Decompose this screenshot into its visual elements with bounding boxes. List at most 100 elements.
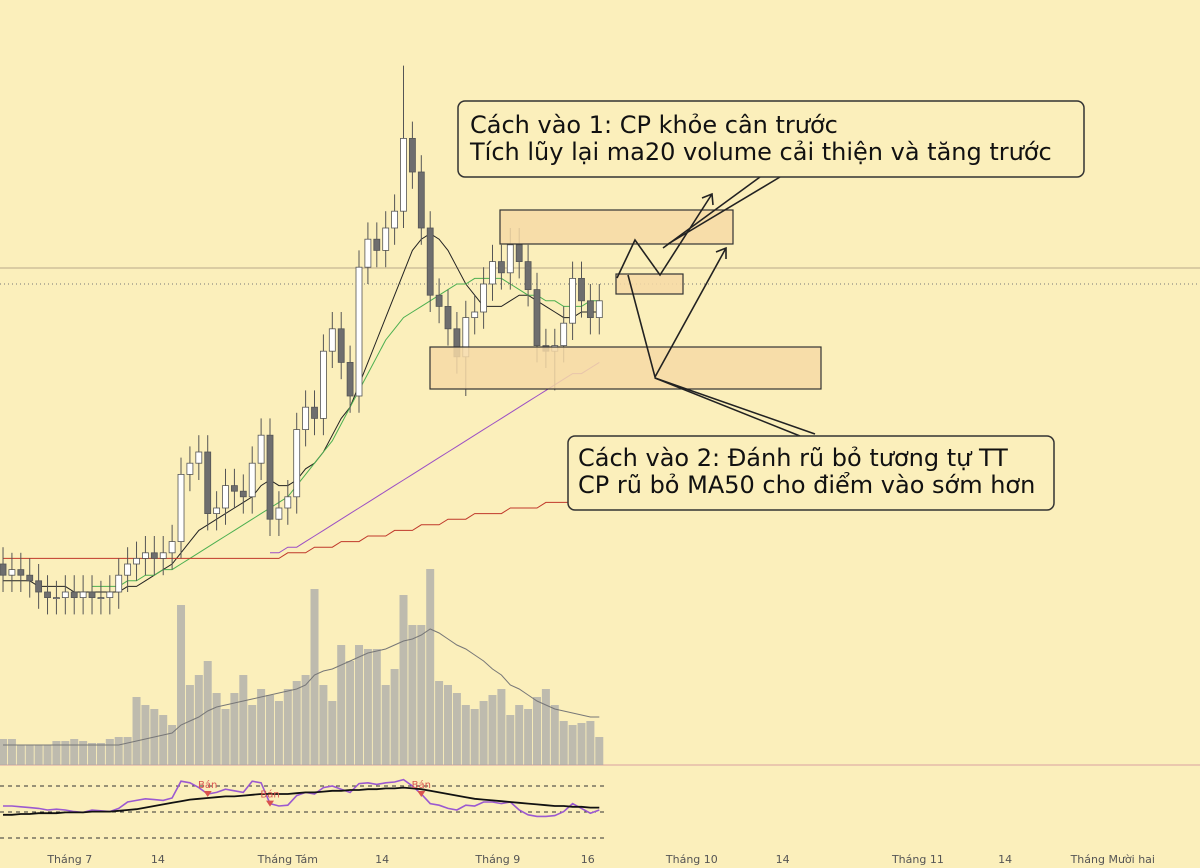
candle-body — [79, 591, 87, 598]
candle-body — [61, 591, 69, 598]
volume-bar — [568, 725, 577, 765]
annotation: Cách vào 1: CP khỏe cân trước — [470, 111, 838, 139]
volume-bar — [96, 743, 105, 765]
candle-body — [53, 597, 60, 599]
x-tick-label: 14 — [998, 853, 1012, 866]
candle-body — [578, 277, 585, 302]
moving-average — [3, 233, 600, 593]
x-tick-label: Tháng 11 — [891, 853, 944, 866]
volume-bar — [257, 689, 266, 765]
volume-bar — [443, 685, 452, 765]
signal-label: Bán — [260, 789, 279, 801]
candle-body — [124, 563, 132, 576]
candle-body — [275, 507, 283, 520]
x-tick-label: Tháng 7 — [46, 853, 92, 866]
candle-body — [97, 597, 105, 599]
candle-body — [186, 462, 194, 475]
volume-bar — [203, 661, 212, 765]
volume-bar — [417, 625, 426, 765]
volume-bar — [390, 669, 399, 765]
candle-body — [524, 261, 532, 291]
candle-body — [391, 210, 399, 229]
candle-body — [266, 434, 274, 520]
candle-body — [26, 574, 34, 582]
volume-bar — [363, 649, 372, 765]
candle-body — [586, 300, 594, 318]
volume-bar — [497, 689, 506, 765]
volume-bar — [141, 705, 150, 765]
candle-body — [195, 451, 203, 464]
candle-body — [497, 261, 505, 274]
candle-body — [320, 350, 327, 419]
candle-body — [231, 485, 238, 492]
volume-bar — [355, 645, 364, 765]
volume-bar — [194, 675, 203, 765]
volume-bar — [114, 737, 123, 765]
volume-bar — [328, 701, 337, 765]
arrow-path — [616, 193, 713, 279]
volume-bar — [132, 697, 141, 765]
arrow-head — [715, 246, 727, 259]
volume-bar — [470, 709, 479, 765]
candle-body — [364, 238, 372, 268]
volume-bar — [283, 689, 292, 765]
candle-body — [515, 244, 523, 263]
volume-bar — [524, 709, 533, 765]
callout-line — [654, 377, 801, 437]
annotation: Cách vào 2: Đánh rũ bỏ tương tự TT — [578, 444, 1008, 472]
candle-body — [311, 406, 318, 419]
x-tick-label: 14 — [375, 853, 389, 866]
candle-body — [426, 227, 434, 296]
signal-label: Bán — [198, 779, 217, 791]
zone — [499, 209, 734, 245]
candle-body — [88, 591, 96, 598]
candle-body — [257, 434, 265, 464]
volume-bar — [337, 645, 346, 765]
volume-bar — [16, 745, 25, 765]
candle-body — [168, 541, 176, 554]
volume-bar — [586, 721, 595, 765]
candle-body — [150, 552, 158, 559]
volume-bar — [532, 697, 541, 765]
arrows — [616, 176, 816, 437]
volume-bar — [88, 743, 97, 765]
volume-bar — [239, 675, 248, 765]
volume-bar — [274, 701, 283, 765]
candle-body — [337, 328, 345, 363]
volume-bar — [506, 715, 515, 765]
volume-bar — [550, 705, 559, 765]
zones — [429, 209, 822, 390]
candle-body — [506, 244, 514, 274]
zone — [429, 346, 822, 390]
volume-bar — [266, 695, 275, 765]
rsi-signal — [3, 786, 600, 816]
candle-body — [213, 507, 221, 514]
volume-bar — [301, 675, 310, 765]
candle-body — [248, 462, 256, 498]
volume-bar — [426, 569, 435, 765]
volume-bar — [488, 695, 497, 765]
volume-bar — [408, 625, 417, 765]
candle-body — [408, 137, 416, 173]
volume-bar — [479, 701, 488, 765]
x-tick-label: 16 — [581, 853, 595, 866]
volume-bar — [292, 681, 301, 765]
candle-body — [435, 294, 443, 307]
arrow-head — [701, 192, 714, 206]
candle-body — [346, 361, 354, 397]
candle-body — [159, 552, 167, 559]
candle-body — [44, 591, 51, 598]
volume-bar — [25, 745, 34, 765]
candle-body — [569, 277, 576, 324]
candle-body — [8, 569, 16, 576]
volume-bar — [399, 595, 408, 765]
candle-body — [373, 238, 381, 251]
volume-bar — [0, 739, 8, 765]
x-tick-label: Tháng 10 — [665, 853, 718, 866]
x-tick-label: 14 — [776, 853, 790, 866]
volume-bar — [61, 741, 70, 765]
candle-body — [35, 580, 43, 593]
candle-body — [0, 563, 7, 576]
zone — [615, 273, 684, 295]
callout-line — [667, 176, 781, 245]
